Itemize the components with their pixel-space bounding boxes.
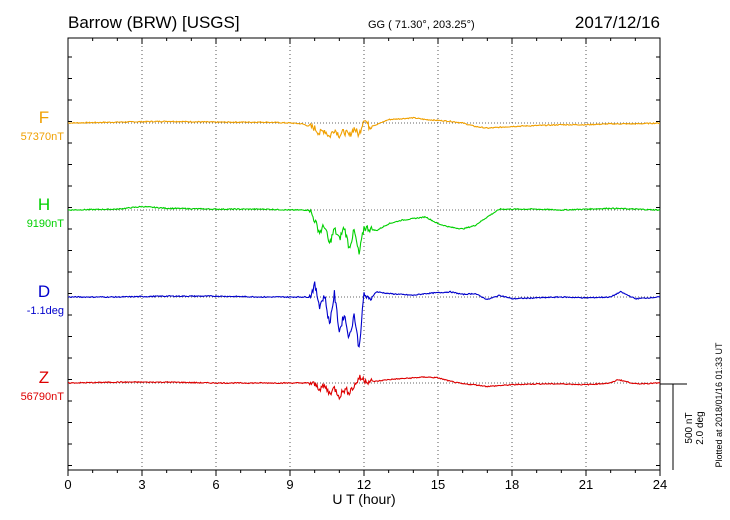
series-baseline-h: 9190nT — [27, 218, 65, 230]
x-axis-label: U T (hour) — [332, 491, 395, 507]
series-baseline-d: -1.1deg — [27, 305, 64, 317]
trace-d — [67, 281, 661, 348]
grid-lines — [141, 38, 587, 470]
series-name-h: H — [38, 195, 50, 214]
series-baseline-f: 57370nT — [21, 131, 65, 143]
trace-z — [68, 374, 661, 401]
trace-h — [68, 205, 661, 255]
x-tick-label: 9 — [286, 477, 293, 492]
series-baseline-z: 56790nT — [21, 391, 65, 403]
series-name-z: Z — [39, 368, 49, 387]
series-name-d: D — [38, 282, 50, 301]
coordinates-label: GG ( 71.30°, 203.25°) — [368, 19, 475, 31]
date-label: 2017/12/16 — [575, 13, 660, 32]
series-labels: F 57370nT H 9190nT D -1.1deg Z 56790nT — [21, 108, 65, 403]
x-tick-label: 12 — [357, 477, 371, 492]
scale-bar-label-deg: 2.0 deg — [695, 411, 706, 444]
axis-ticks — [67, 38, 661, 476]
scale-bar-label-nt: 500 nT — [684, 412, 695, 443]
x-tick-label: 15 — [431, 477, 445, 492]
x-tick-label: 6 — [212, 477, 219, 492]
traces — [67, 116, 661, 401]
trace-f — [67, 116, 660, 140]
plotted-note: Plotted at 2018/01/16 01:33 UT — [714, 342, 724, 468]
x-tick-label: 3 — [138, 477, 145, 492]
x-tick-label: 0 — [64, 477, 71, 492]
x-tick-labels: 0 3 6 9 12 15 18 21 24 — [64, 477, 667, 492]
x-tick-label: 18 — [505, 477, 519, 492]
x-tick-label: 21 — [579, 477, 593, 492]
x-tick-label: 24 — [653, 477, 667, 492]
series-name-f: F — [39, 108, 49, 127]
station-title: Barrow (BRW) [USGS] — [68, 13, 240, 32]
